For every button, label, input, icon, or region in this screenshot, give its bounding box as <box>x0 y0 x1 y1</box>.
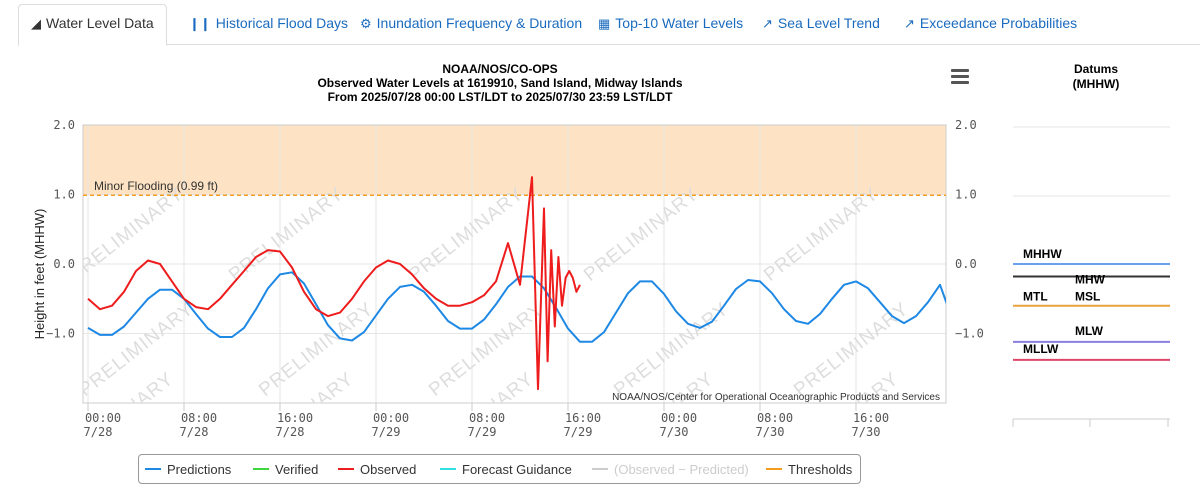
x-tick-date: 7/28 <box>180 425 209 439</box>
legend-label: Predictions <box>167 462 232 477</box>
series-group <box>87 176 946 391</box>
menu-bar <box>951 69 969 72</box>
datums-title-line-1: Datums <box>1074 62 1118 76</box>
datum-label-mtl: MTL <box>1023 290 1048 304</box>
x-tick-date: 7/30 <box>660 425 689 439</box>
legend-item-observed[interactable]: Observed <box>338 462 416 477</box>
cogs-icon: ⚙ <box>360 16 372 31</box>
x-tick-time: 00:00 <box>661 411 697 425</box>
legend-swatch <box>338 467 354 470</box>
tab-label: Inundation Frequency & Duration <box>376 15 583 31</box>
x-tick-time: 08:00 <box>469 411 505 425</box>
tab-historical-flood-days[interactable]: ❙❙ Historical Flood Days <box>189 5 348 43</box>
tab-label: Sea Level Trend <box>777 15 880 31</box>
plot-border <box>82 124 947 404</box>
series-line-observed <box>87 176 581 391</box>
legend-swatch <box>253 467 269 470</box>
chart-title-line-2: Observed Water Levels at 1619910, Sand I… <box>317 76 682 90</box>
y-tick-label-right: 2.0 <box>955 118 977 132</box>
chart-title-line-1: NOAA/NOS/CO-OPS <box>442 62 557 76</box>
legend-item-forecast-guidance[interactable]: Forecast Guidance <box>440 462 572 477</box>
tab-label: Exceedance Probabilities <box>919 15 1078 31</box>
y-tick-label-left: 1.0 <box>53 188 75 202</box>
watermark-text: PRELIMINARY <box>405 183 528 285</box>
datum-label-mlw: MLW <box>1075 324 1104 338</box>
legend-swatch <box>592 467 608 470</box>
x-tick-date: 7/29 <box>564 425 593 439</box>
datum-label-msl: MSL <box>1075 290 1100 304</box>
y-tick-label-right: −1.0 <box>955 327 984 341</box>
x-tick-date: 7/30 <box>756 425 785 439</box>
tab-sea-level-trend[interactable]: ↗ Sea Level Trend <box>762 5 880 43</box>
watermark-text: PRELIMINARY <box>255 298 378 400</box>
y-tick-label-right: 0.0 <box>955 257 977 271</box>
watermark-text: PRELIMINARY <box>760 183 883 285</box>
datum-label-mllw: MLLW <box>1023 342 1059 356</box>
tab-label: Water Level Data <box>46 15 154 31</box>
menu-bar <box>951 81 969 84</box>
tab-water-level-data[interactable]: ◢ Water Level Data <box>18 4 167 46</box>
legend-label: Observed <box>360 462 417 477</box>
y-tick-label-right: 1.0 <box>955 188 977 202</box>
y-tick-label-left: 2.0 <box>53 118 75 132</box>
datums-title-line-2: (MHHW) <box>1073 77 1120 91</box>
chart-title-line-3: From 2025/07/28 00:00 LST/LDT to 2025/07… <box>328 90 673 104</box>
y-tick-label-left: 0.0 <box>53 257 75 271</box>
x-tick-time: 16:00 <box>565 411 601 425</box>
tab-label: Historical Flood Days <box>215 15 349 31</box>
x-tick-time: 08:00 <box>181 411 217 425</box>
watermark-text: PRELIMINARY <box>580 183 703 285</box>
line-chart-icon: ↗ <box>762 16 773 31</box>
legend-item-predictions[interactable]: Predictions <box>145 462 231 477</box>
legend-swatch <box>145 467 161 470</box>
x-tick-date: 7/29 <box>468 425 497 439</box>
tab-inundation-frequency-duration[interactable]: ⚙ Inundation Frequency & Duration <box>360 5 582 43</box>
legend-item-verified[interactable]: Verified <box>253 462 318 477</box>
flood-band <box>83 125 946 196</box>
legend-item-observed-predicted[interactable]: (Observed − Predicted) <box>592 462 749 477</box>
legend-item-thresholds[interactable]: Thresholds <box>766 462 852 477</box>
tab-bar: ◢ Water Level Data ❙❙ Historical Flood Days… <box>18 0 1200 46</box>
tab-top-10-water-levels[interactable]: ▦ Top-10 Water Levels <box>598 5 743 43</box>
y-axis-label: Height in feet (MHHW) <box>32 209 47 340</box>
legend-label: Thresholds <box>788 462 853 477</box>
x-tick-time: 00:00 <box>85 411 121 425</box>
area-chart-icon: ◢ <box>31 16 41 31</box>
hamburger-menu-icon[interactable] <box>951 69 969 84</box>
chart-credit: NOAA/NOS/Center for Operational Oceanogr… <box>612 392 940 403</box>
watermark-text: PRELIMINARY <box>65 183 188 285</box>
x-tick-date: 7/29 <box>372 425 401 439</box>
x-tick-time: 16:00 <box>853 411 889 425</box>
x-tick-date: 7/28 <box>276 425 305 439</box>
bar-chart-icon: ❙❙ <box>189 16 211 31</box>
menu-bar <box>951 75 969 78</box>
datums-panel: Datums(MHHW) MHHW MHW MTL MSL MLW MLLW <box>1012 62 1170 427</box>
x-tick-time: 00:00 <box>373 411 409 425</box>
tab-label: Top-10 Water Levels <box>615 15 744 31</box>
watermark-text: PRELIMINARY <box>75 298 198 400</box>
datum-label-mhhw: MHHW <box>1023 247 1062 261</box>
x-tick-time: 08:00 <box>757 411 793 425</box>
chart-legend: Predictions Verified Observed Forecast Guid… <box>138 454 861 484</box>
x-tick-date: 7/30 <box>852 425 881 439</box>
legend-swatch <box>440 467 456 470</box>
legend-swatch <box>766 467 782 470</box>
y-tick-label-left: −1.0 <box>46 327 75 341</box>
legend-label: Verified <box>275 462 319 477</box>
threshold-label: Minor Flooding (0.99 ft) <box>94 179 218 193</box>
legend-label: Forecast Guidance <box>462 462 572 477</box>
table-icon: ▦ <box>598 16 611 31</box>
line-chart-icon: ↗ <box>904 16 915 31</box>
legend-label: (Observed − Predicted) <box>614 462 749 477</box>
datum-label-mhw: MHW <box>1075 273 1106 287</box>
x-tick-time: 16:00 <box>277 411 313 425</box>
tab-exceedance-probabilities[interactable]: ↗ Exceedance Probabilities <box>904 5 1077 43</box>
x-tick-date: 7/28 <box>84 425 113 439</box>
